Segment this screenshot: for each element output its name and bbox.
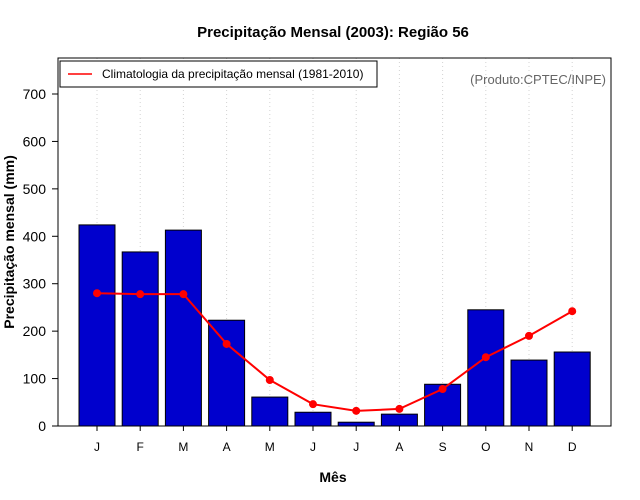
chart-title: Precipitação Mensal (2003): Região 56 [197,24,469,41]
x-tick-label: F [137,440,144,454]
legend-label: Climatologia da precipitação mensal (198… [102,67,363,81]
bar-1 [121,251,159,427]
climatology-point-7 [395,404,404,413]
plot-frame [57,57,612,427]
climatology-point-2 [179,290,188,299]
bar-4 [251,396,289,427]
x-tick-label: J [353,440,359,454]
climatology-point-0 [93,289,101,298]
y-axis: 0 100 200 300 400 500 600 700 [23,86,58,434]
x-tick-label: A [223,440,231,454]
y-tick-label: 100 [23,371,47,387]
x-tick-label: J [310,440,316,454]
climatology-point-9 [481,353,490,362]
climatology-point-5 [309,400,317,409]
y-tick-label: 500 [23,181,47,197]
y-tick-label: 600 [23,133,47,149]
x-tick-label: A [395,440,403,454]
x-axis-title: Mês [319,469,346,485]
x-tick-label: O [481,440,490,454]
climatology-point-4 [265,375,274,384]
x-tick-label: M [265,440,275,454]
bar-0 [78,224,116,427]
bar-3 [208,319,246,427]
y-axis-title: Precipitação mensal (mm) [1,155,17,329]
x-tick-label: M [178,440,188,454]
y-tick-label: 200 [23,323,47,339]
x-tick-label: N [525,440,534,454]
climatology-point-8 [438,385,447,394]
credit-annotation: (Produto:CPTEC/INPE) [470,72,606,87]
climatology-line [96,292,573,412]
y-tick-label: 400 [23,228,47,244]
x-tick-label: S [439,440,447,454]
bar-5 [294,411,332,427]
climatology-point-6 [352,406,361,415]
climatology-point-10 [525,331,533,340]
legend: Climatologia da precipitação mensal (198… [59,60,378,88]
y-tick-label: 0 [38,418,46,434]
bars-group [78,224,591,427]
y-tick-label: 700 [23,86,47,102]
bar-10 [510,359,548,427]
bar-6 [337,421,375,427]
y-tick-label: 300 [23,276,47,292]
bar-11 [553,351,591,427]
x-tick-label: J [94,440,100,454]
climatology-point-11 [568,307,577,316]
bar-2 [164,229,202,427]
climatology-line-group [93,289,577,415]
x-tick-label: D [568,440,577,454]
climatology-point-1 [136,290,145,299]
legend-box [59,60,378,88]
climatology-point-3 [222,339,231,348]
bar-9 [467,309,505,427]
bar-7 [380,413,418,427]
